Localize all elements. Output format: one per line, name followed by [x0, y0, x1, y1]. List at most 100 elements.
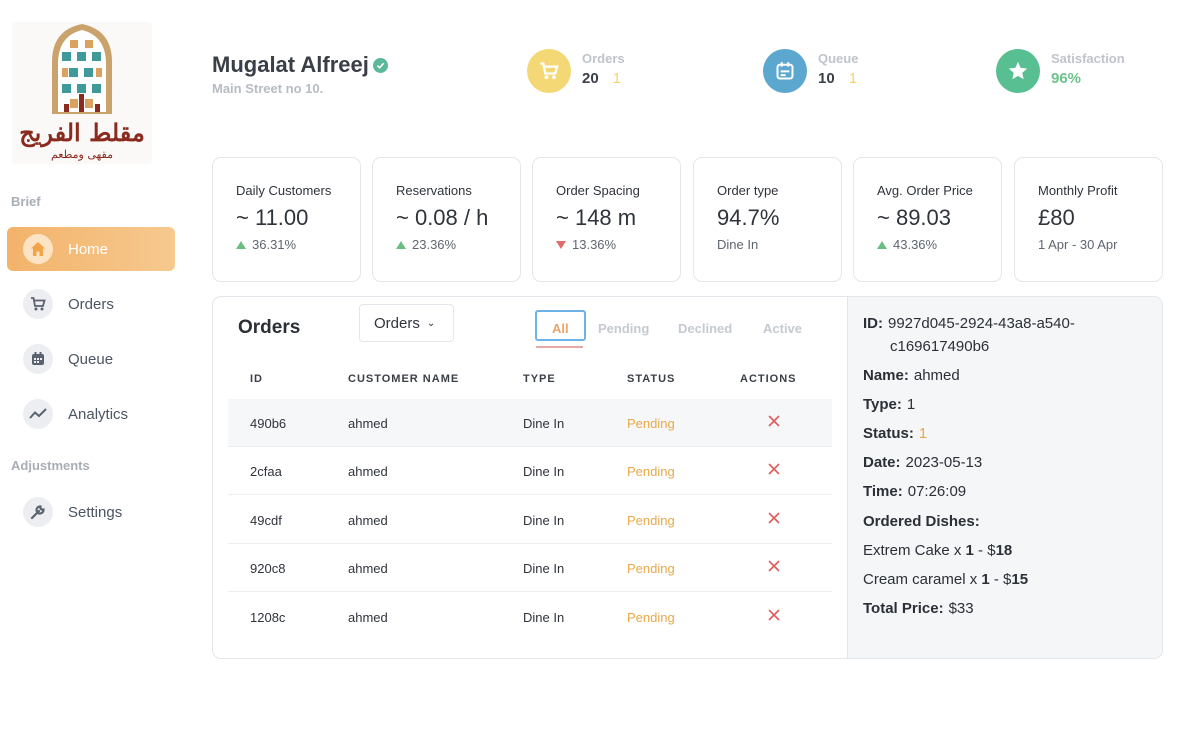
detail-status: Status: 1: [863, 425, 928, 442]
stat-value: 10: [818, 70, 835, 87]
cell-id: 2cfaa: [250, 464, 282, 479]
cell-id: 1208c: [250, 610, 286, 625]
trend-down-icon: [556, 240, 566, 249]
trend-up-icon: [396, 240, 406, 249]
restaurant-logo: مقلط الفريج مقهى ومطعم: [12, 22, 152, 164]
kpi-value: ~ 148 m: [556, 205, 637, 230]
logo-title: مقلط الفريج: [19, 118, 145, 147]
kpi-card-avg-order-price: Avg. Order Price ~ 89.03 43.36%: [853, 157, 1002, 282]
cell-status: Pending: [627, 416, 675, 431]
logo-arch-icon: [52, 24, 112, 114]
kpi-sub: 1 Apr - 30 Apr: [1038, 237, 1118, 252]
dish-item: Extrem Cake x 1 - $18: [863, 542, 1013, 559]
sidebar-item-label: Queue: [68, 350, 114, 368]
stat-label: Satisfaction: [1051, 51, 1125, 66]
decline-x-icon[interactable]: [767, 414, 781, 431]
table-row[interactable]: 49cdf ahmed Dine In Pending: [228, 496, 832, 544]
column-header-customer: CUSTOMER NAME: [348, 373, 460, 385]
column-header-actions: ACTIONS: [740, 373, 797, 385]
cell-id: 490b6: [250, 416, 287, 431]
detail-id: ID: 9927d045-2924-43a8-a540-: [863, 315, 1075, 332]
decline-x-icon[interactable]: [767, 559, 781, 576]
decline-x-icon[interactable]: [767, 608, 781, 625]
cell-type: Dine In: [523, 416, 565, 431]
tab-pending[interactable]: Pending: [598, 321, 650, 336]
sidebar-item-label: Home: [68, 240, 109, 258]
table-row[interactable]: 2cfaa ahmed Dine In Pending: [228, 447, 832, 495]
kpi-sub: Dine In: [717, 237, 759, 252]
stat-satisfaction: Satisfaction 96%: [996, 49, 1125, 93]
column-header-id: ID: [250, 373, 263, 385]
detail-type: Type: 1: [863, 396, 916, 413]
detail-name: Name: ahmed: [863, 367, 960, 384]
tab-all[interactable]: All: [552, 321, 569, 336]
cell-customer: ahmed: [348, 561, 388, 576]
orders-dropdown[interactable]: Orders ⌄: [359, 304, 454, 342]
kpi-value: ~ 89.03: [877, 205, 952, 230]
tab-underline: [536, 346, 583, 348]
order-detail-pane: ID: 9927d045-2924-43a8-a540- c169617490b6…: [847, 297, 1162, 658]
cell-id: 49cdf: [250, 513, 282, 528]
cell-type: Dine In: [523, 561, 565, 576]
kpi-change: 13.36%: [572, 237, 617, 252]
stat-extra: 1: [848, 70, 858, 87]
sidebar-item-label: Settings: [68, 503, 123, 521]
kpi-card-daily-customers: Daily Customers ~ 11.00 36.31%: [212, 157, 361, 282]
orders-panel: Orders Orders ⌄ All Pending Declined Act…: [212, 296, 1163, 659]
detail-total: Total Price: $33: [863, 600, 974, 617]
kpi-value: ~ 11.00: [236, 205, 309, 230]
detail-date: Date: 2023-05-13: [863, 454, 983, 471]
cell-status: Pending: [627, 561, 675, 576]
kpi-label: Avg. Order Price: [877, 183, 973, 198]
column-header-status: STATUS: [627, 373, 676, 385]
kpi-card-order-type: Order type 94.7% Dine In: [693, 157, 842, 282]
kpi-value: £80: [1038, 205, 1075, 230]
kpi-value: 94.7%: [717, 205, 780, 230]
cell-type: Dine In: [523, 513, 565, 528]
cell-id: 920c8: [250, 561, 286, 576]
decline-x-icon[interactable]: [767, 462, 781, 479]
stat-orders: Orders 20 1: [527, 49, 625, 93]
cell-customer: ahmed: [348, 513, 388, 528]
kpi-card-reservations: Reservations ~ 0.08 / h 23.36%: [372, 157, 521, 282]
table-row[interactable]: 920c8 ahmed Dine In Pending: [228, 544, 832, 592]
logo-subtitle: مقهى ومطعم: [50, 148, 114, 161]
stat-label: Queue: [818, 51, 859, 66]
detail-time: Time: 07:26:09: [863, 483, 967, 500]
kpi-change: 23.36%: [412, 237, 457, 252]
sidebar-item-orders[interactable]: Orders: [7, 282, 175, 326]
tab-declined[interactable]: Declined: [678, 321, 733, 336]
table-row[interactable]: 1208c ahmed Dine In Pending: [228, 593, 832, 641]
detail-id-continued: c169617490b6: [890, 338, 990, 355]
cell-type: Dine In: [523, 464, 565, 479]
kpi-label: Order type: [717, 183, 779, 198]
section-label-adjustments: Adjustments: [11, 458, 90, 473]
kpi-card-order-spacing: Order Spacing ~ 148 m 13.36%: [532, 157, 681, 282]
star-icon: [996, 49, 1040, 93]
kpi-label: Monthly Profit: [1038, 183, 1118, 198]
stat-value: 96%: [1051, 70, 1082, 87]
dropdown-value: Orders: [374, 314, 420, 332]
sidebar-item-queue[interactable]: Queue: [7, 337, 175, 381]
kpi-change: 43.36%: [893, 237, 938, 252]
stat-value: 20: [582, 70, 599, 87]
sidebar-item-home[interactable]: Home: [7, 227, 175, 271]
calendar-icon: [23, 344, 53, 374]
cart-icon: [23, 289, 53, 319]
sidebar-item-analytics[interactable]: Analytics: [7, 392, 175, 436]
sidebar-item-settings[interactable]: Settings: [7, 490, 175, 534]
shop-name: Mugalat Alfreej: [212, 52, 369, 77]
decline-x-icon[interactable]: [767, 511, 781, 528]
stat-label: Orders: [582, 51, 625, 66]
wrench-icon: [23, 497, 53, 527]
cell-customer: ahmed: [348, 464, 388, 479]
cart-icon: [527, 49, 571, 93]
calendar-icon: [763, 49, 807, 93]
section-label-brief: Brief: [11, 194, 41, 209]
cell-status: Pending: [627, 464, 675, 479]
tab-active[interactable]: Active: [763, 321, 803, 336]
verified-check-icon: [373, 58, 388, 73]
cell-type: Dine In: [523, 610, 565, 625]
table-row[interactable]: 490b6 ahmed Dine In Pending: [228, 399, 832, 447]
tab-focus-ring: [535, 310, 586, 341]
